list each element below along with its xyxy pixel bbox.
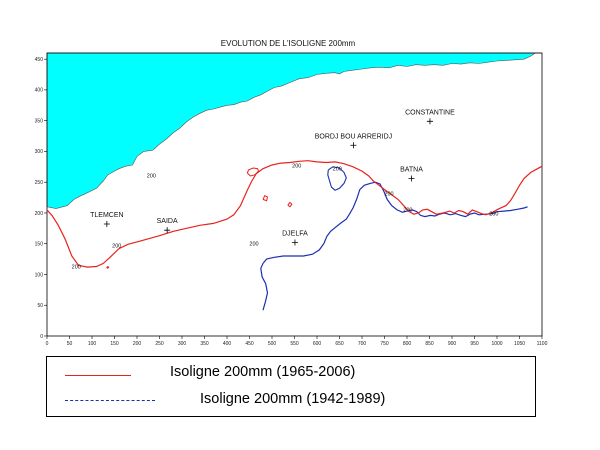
isoline-value-label: 200 [292,164,301,170]
x-tick-label: 200 [133,341,142,347]
x-tick-label: 700 [358,341,367,347]
city-marker-icon [291,239,298,246]
map-title: EVOLUTION DE L'ISOLIGNE 200mm [221,39,356,48]
x-tick-label: 250 [155,341,164,347]
y-tick-label: 450 [35,57,44,63]
isoline-recent-loop [246,167,260,177]
x-tick-label: 1100 [537,341,548,347]
city-marker-icon [164,227,171,234]
isoline-value-label: 200 [403,207,412,213]
x-tick-label: 350 [200,341,209,347]
legend-label-recent: Isoligne 200mm (1965-2006) [170,364,356,380]
city-label: SAIDA [157,218,178,225]
city-marker-icon [350,142,357,149]
x-tick-label: 450 [245,341,254,347]
x-tick-label: 50 [67,341,73,347]
sea-area [46,52,542,209]
isoline-recent-loop [262,195,269,202]
x-tick-label: 1000 [491,341,502,347]
legend-swatch-recent [65,375,131,376]
y-tick-label: 400 [35,88,44,94]
isoline-value-label: 200 [384,191,393,197]
city-marker-icon [103,221,110,228]
y-tick-label: 250 [35,180,44,186]
isoline-recent-loop [287,201,293,208]
y-tick-label: 350 [35,118,44,124]
x-tick-label: 800 [403,341,412,347]
x-tick-label: 0 [46,341,49,347]
y-tick-label: 0 [40,334,43,340]
x-axis-ticks: 0 50 100 150 200 250 300 350 400 450 500 550 600 650 7… [46,336,548,347]
x-tick-label: 400 [223,341,232,347]
city-markers: TLEMCEN SAIDA DJELFA BORDJ BOU ARRERIDJ BATN… [90,109,455,246]
x-tick-label: 150 [110,341,119,347]
city-label: CONSTANTINE [405,109,455,116]
isoline-recent-loop [106,265,110,269]
y-tick-label: 100 [35,272,44,278]
city-label: BORDJ BOU ARRERIDJ [315,133,392,140]
x-tick-label: 550 [290,341,299,347]
legend-swatch-old [65,400,155,401]
city-marker-icon [408,175,415,182]
isoline-value-label: 200 [72,264,81,270]
city-label: TLEMCEN [90,212,123,219]
legend-item-old: Isoligne 200mm (1942-1989) [47,390,535,410]
x-tick-label: 900 [448,341,457,347]
isoline-old-loop [327,166,347,191]
city-label: DJELFA [282,230,308,237]
isoline-value-label: 200 [489,212,498,218]
isoline-1942-1989 [260,166,528,311]
isoline-value-label: 200 [147,173,156,179]
y-tick-label: 150 [35,242,44,248]
isoline-old-main [260,181,528,311]
x-tick-label: 300 [178,341,187,347]
y-tick-label: 50 [37,303,43,309]
x-tick-label: 650 [335,341,344,347]
y-tick-label: 200 [35,211,44,217]
x-tick-label: 100 [88,341,97,347]
isoline-value-label: 200 [333,167,342,173]
legend: Isoligne 200mm (1965-2006) Isoligne 200m… [46,356,536,417]
y-tick-label: 300 [35,149,44,155]
x-tick-label: 950 [470,341,479,347]
x-tick-label: 500 [268,341,277,347]
city-label: BATNA [400,167,423,174]
y-axis-ticks: 0 50 100 150 200 250 300 350 400 450 [35,57,47,340]
x-tick-label: 850 [425,341,434,347]
legend-label-old: Isoligne 200mm (1942-1989) [200,391,386,407]
x-tick-label: 1050 [514,341,525,347]
x-tick-label: 600 [313,341,322,347]
legend-item-recent: Isoligne 200mm (1965-2006) [47,364,535,385]
isoline-value-labels: 200 200 200 200 200 200 200 200 200 [72,164,499,271]
isoline-recent-main [46,160,543,268]
isoline-value-label: 200 [249,242,258,248]
city-marker-icon [426,118,433,125]
x-tick-label: 750 [380,341,389,347]
isoline-1965-2006 [46,160,543,269]
isoline-value-label: 200 [112,244,121,250]
